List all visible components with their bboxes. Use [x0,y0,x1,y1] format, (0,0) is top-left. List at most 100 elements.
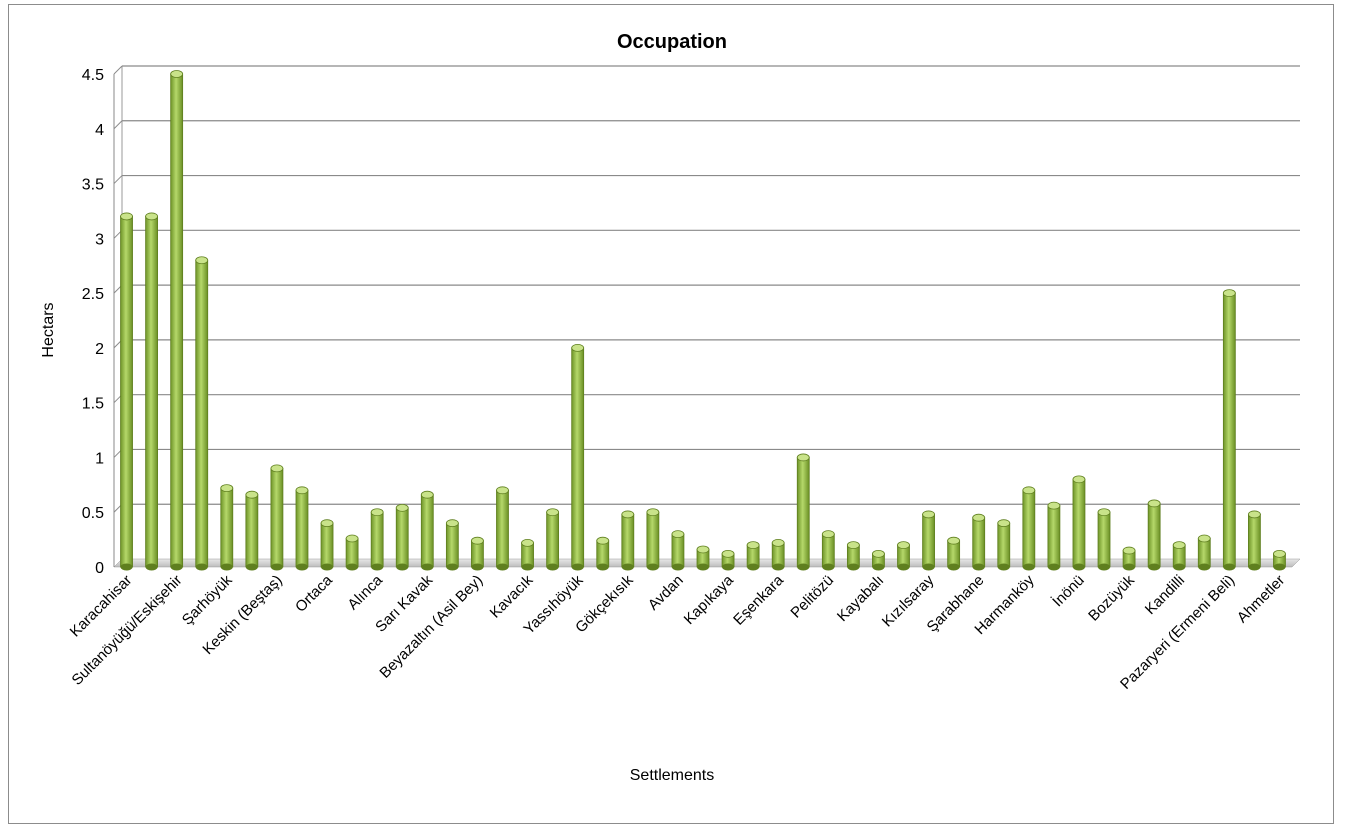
bar-top [1172,541,1186,549]
bar [1047,501,1061,571]
bar [496,486,509,571]
bar-base [722,563,735,571]
bar-top [1022,486,1036,495]
bar-base [671,563,684,571]
bar-top [120,212,133,221]
bar [521,538,534,571]
bar-top [320,519,334,528]
bar-top [420,490,434,499]
bar [897,541,910,571]
bar-base [295,563,308,571]
bar-body [320,522,334,568]
bar-base [145,563,158,571]
bar-base [321,563,334,571]
x-axis-label: Settlements [630,767,714,784]
bar-body [1097,511,1111,568]
bar-base [571,563,584,571]
bar-top [546,508,560,517]
bar-body [922,514,935,568]
bar [1072,475,1086,571]
bar-top [1222,289,1236,298]
bar-body [1072,478,1086,568]
bar-body [596,540,610,568]
bar-top [1248,510,1261,519]
bar [245,490,259,571]
bar-body [621,514,635,568]
x-tick-label: Pelitözü [787,572,837,622]
bar [120,212,133,571]
bar-top [696,545,710,554]
bar-base [1022,563,1035,571]
bar-base [1223,563,1236,571]
bar-top [1047,501,1061,510]
bar [571,343,585,571]
bar-base [396,563,409,571]
bar-top [471,536,484,545]
y-axis-label: Hectars [40,302,57,357]
bar-top [721,549,735,558]
bar-top [170,70,184,78]
bar-body [420,494,434,568]
bar [1197,534,1211,571]
chart-title: Occupation [617,31,727,53]
bar [821,530,835,571]
bar-body [496,489,509,568]
y-tick-label: 1 [95,450,104,467]
bar-top [947,536,961,545]
bar [1248,510,1261,571]
bar-base [220,563,233,571]
bar-body [646,511,660,568]
bar-top [796,453,810,462]
bar-base [371,563,384,571]
bar [621,510,635,571]
bar-body [671,533,685,568]
bar-base [496,563,509,571]
gridline-diag [113,120,123,130]
y-tick-label: 4.5 [82,67,104,84]
bar-top [270,464,284,473]
bar-base [1047,563,1060,571]
bar-base [270,563,283,571]
bar-base [1123,563,1136,571]
bar-base [446,563,459,571]
bar [696,545,710,571]
bar-base [245,563,258,571]
bar-top [1197,534,1211,543]
bar-body [1248,514,1261,568]
bar-body [220,487,234,568]
bar-body [546,511,560,568]
bar-top [922,510,935,519]
y-tick-label: 0.5 [82,505,104,522]
bar-top [771,538,785,547]
bar [1222,289,1236,571]
bar [922,510,935,571]
bar-base [1072,563,1085,571]
bar-base [922,563,935,571]
bar-top [195,256,209,265]
bar-top [671,530,685,539]
bar-top [897,541,910,549]
bar-body [947,540,961,568]
bar-body [821,533,835,568]
bar-base [872,563,885,571]
bar [145,212,158,571]
bar-base [596,563,609,571]
y-axis-ticks: 0 0.5 1 1.5 2 2.5 3 3.5 4 4.5 [82,67,104,577]
bar [596,536,610,571]
bar-base [421,563,434,571]
bar [746,541,760,571]
bar [771,538,785,571]
bar-base [1173,563,1186,571]
bar-top [972,513,986,522]
bar-body [1022,489,1036,568]
bar-base [822,563,835,571]
bar-body [120,216,133,568]
bar [1097,508,1111,571]
bar [295,486,309,571]
y-tick-label: 2.5 [82,286,104,303]
bar-base [346,563,359,571]
bar-base [797,563,810,571]
bar [846,541,860,571]
y-tick-label: 3 [95,231,104,248]
bar-top [370,508,384,517]
